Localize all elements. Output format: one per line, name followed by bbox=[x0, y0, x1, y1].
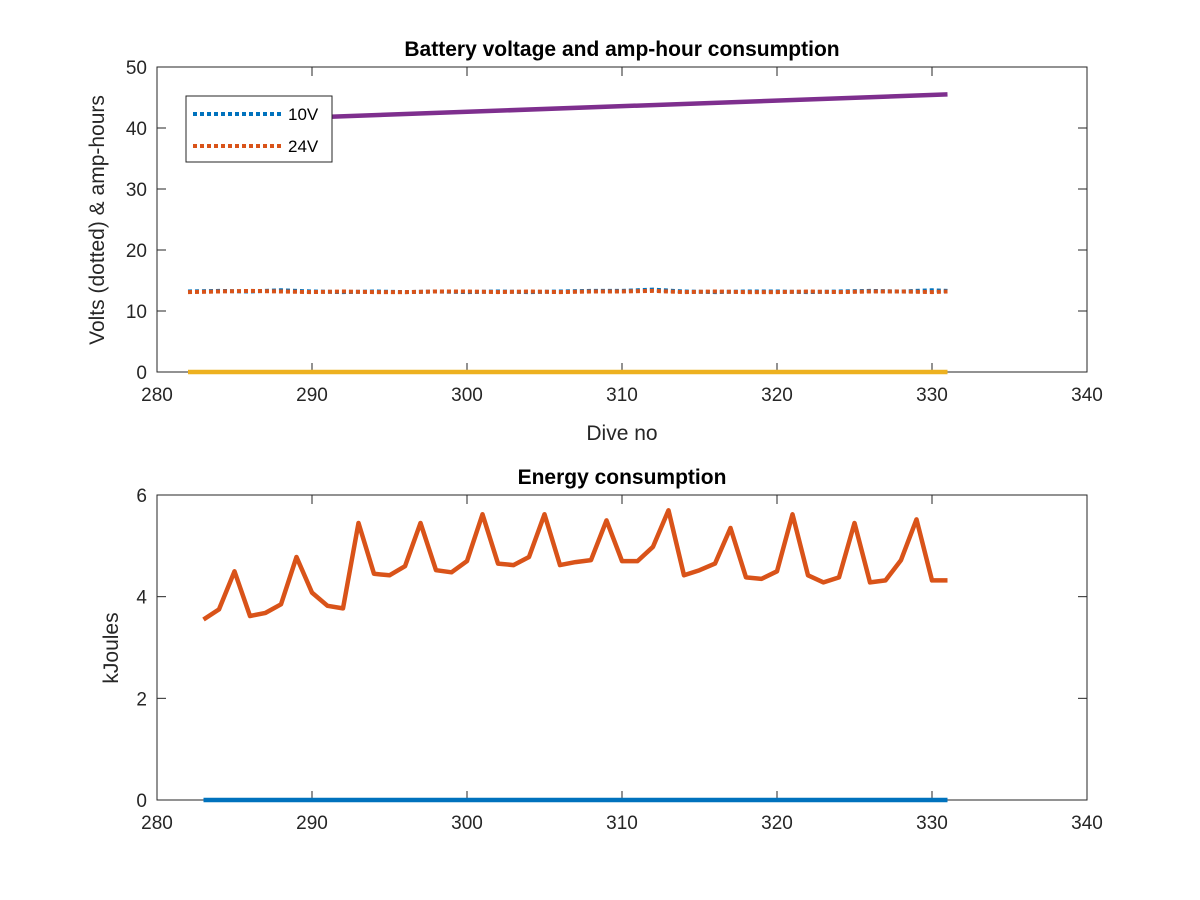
x-tick-label: 280 bbox=[141, 385, 173, 406]
y-tick-label: 50 bbox=[126, 58, 147, 79]
chart-2-ticks: 280 290 300 310 320 330 340 0 2 4 6 bbox=[136, 486, 1102, 834]
legend-label-10v: 10V bbox=[288, 105, 319, 124]
y-tick-label: 2 bbox=[136, 689, 147, 710]
y-tick-label: 40 bbox=[126, 119, 147, 140]
x-tick-label: 310 bbox=[606, 385, 638, 406]
legend-label-24v: 24V bbox=[288, 137, 319, 156]
y-tick-label: 30 bbox=[126, 180, 147, 201]
chart-1-ylabel: Volts (dotted) & amp-hours bbox=[86, 95, 109, 345]
x-tick-label: 320 bbox=[761, 813, 793, 834]
x-tick-label: 340 bbox=[1071, 813, 1103, 834]
y-tick-label: 10 bbox=[126, 302, 147, 323]
chart-2-title: Energy consumption bbox=[518, 466, 727, 489]
chart-1-xlabel: Dive no bbox=[586, 422, 657, 445]
x-tick-label: 280 bbox=[141, 813, 173, 834]
y-tick-label: 20 bbox=[126, 241, 147, 262]
y-tick-label: 6 bbox=[136, 486, 147, 507]
x-tick-label: 310 bbox=[606, 813, 638, 834]
x-tick-label: 330 bbox=[916, 385, 948, 406]
chart-1: 280 290 300 310 320 330 340 0 10 20 30 40 50 Battery… bbox=[86, 38, 1103, 445]
y-tick-label: 4 bbox=[136, 588, 147, 609]
chart-1-series bbox=[187, 92, 948, 375]
chart-2: 280 290 300 310 320 330 340 0 2 4 6 Energy consump… bbox=[100, 466, 1103, 834]
y-tick-label: 0 bbox=[136, 363, 147, 384]
x-tick-label: 300 bbox=[451, 813, 483, 834]
x-tick-label: 300 bbox=[451, 385, 483, 406]
chart-2-ylabel: kJoules bbox=[100, 612, 123, 683]
x-tick-label: 330 bbox=[916, 813, 948, 834]
series-line-2 bbox=[202, 508, 948, 622]
y-tick-label: 0 bbox=[136, 791, 147, 812]
x-tick-label: 290 bbox=[296, 385, 328, 406]
chart-1-title: Battery voltage and amp-hour consumption bbox=[404, 38, 839, 61]
legend-box bbox=[185, 95, 333, 163]
x-tick-label: 340 bbox=[1071, 385, 1103, 406]
chart-2-series bbox=[202, 508, 948, 803]
chart-1-legend: 10V 24V bbox=[185, 95, 333, 163]
chart-1-ticks: 280 290 300 310 320 330 340 0 10 20 30 40 50 bbox=[126, 58, 1103, 406]
x-tick-label: 320 bbox=[761, 385, 793, 406]
x-tick-label: 290 bbox=[296, 813, 328, 834]
series-line-24v bbox=[187, 288, 948, 295]
